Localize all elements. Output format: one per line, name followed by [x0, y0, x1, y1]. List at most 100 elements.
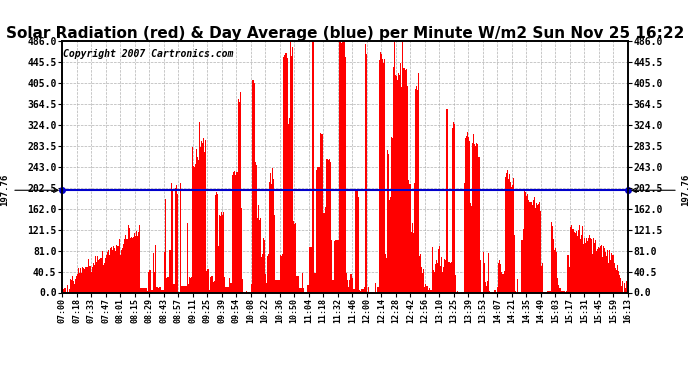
Bar [299, 288, 301, 292]
Bar [528, 200, 529, 292]
Bar [479, 157, 480, 292]
Bar [614, 263, 615, 292]
Bar [325, 207, 326, 292]
Bar [375, 283, 376, 292]
Bar [164, 252, 166, 292]
Bar [365, 44, 366, 292]
Bar [377, 287, 378, 292]
Bar [327, 159, 328, 292]
Bar [439, 246, 440, 292]
Bar [318, 167, 319, 292]
Bar [561, 291, 562, 292]
Bar [354, 289, 355, 292]
Bar [139, 225, 140, 292]
Bar [570, 226, 571, 292]
Bar [135, 236, 136, 292]
Bar [494, 290, 495, 292]
Bar [608, 263, 609, 292]
Bar [323, 213, 324, 292]
Bar [554, 250, 555, 292]
Bar [280, 255, 282, 292]
Bar [351, 274, 352, 292]
Bar [201, 143, 203, 292]
Bar [498, 264, 500, 292]
Bar [262, 254, 264, 292]
Bar [86, 267, 87, 292]
Bar [487, 281, 489, 292]
Bar [213, 282, 214, 292]
Bar [339, 41, 340, 292]
Bar [224, 278, 225, 292]
Bar [555, 252, 557, 292]
Bar [417, 73, 419, 292]
Bar [465, 138, 466, 292]
Bar [378, 287, 380, 292]
Bar [469, 141, 470, 292]
Bar [475, 146, 476, 292]
Bar [227, 287, 228, 292]
Bar [267, 256, 268, 292]
Bar [117, 246, 118, 292]
Bar [436, 260, 437, 292]
Bar [200, 147, 201, 292]
Bar [240, 92, 241, 292]
Bar [382, 59, 384, 292]
Bar [329, 159, 330, 292]
Bar [356, 190, 357, 292]
Bar [466, 136, 467, 292]
Bar [446, 109, 447, 292]
Bar [344, 41, 345, 292]
Bar [368, 287, 369, 292]
Bar [478, 157, 479, 292]
Bar [168, 250, 170, 292]
Bar [72, 281, 74, 292]
Bar [483, 252, 484, 292]
Bar [126, 239, 127, 292]
Bar [302, 273, 303, 292]
Bar [595, 240, 596, 292]
Bar [610, 260, 611, 292]
Bar [357, 190, 358, 292]
Bar [434, 272, 435, 292]
Bar [212, 276, 213, 292]
Bar [111, 248, 112, 292]
Bar [243, 291, 244, 292]
Bar [326, 159, 327, 292]
Bar [77, 274, 78, 292]
Bar [507, 170, 509, 292]
Bar [413, 183, 415, 292]
Bar [220, 216, 221, 292]
Bar [522, 229, 524, 292]
Bar [432, 248, 433, 292]
Bar [99, 259, 100, 292]
Bar [215, 195, 216, 292]
Bar [471, 206, 472, 292]
Bar [269, 182, 270, 292]
Bar [346, 273, 347, 292]
Bar [196, 149, 197, 292]
Bar [445, 260, 446, 292]
Bar [94, 264, 95, 292]
Bar [251, 284, 253, 292]
Bar [609, 249, 610, 292]
Bar [255, 162, 256, 292]
Bar [457, 291, 458, 292]
Bar [172, 284, 174, 292]
Bar [452, 128, 453, 292]
Bar [535, 203, 537, 292]
Bar [435, 264, 436, 292]
Bar [266, 284, 267, 292]
Bar [588, 238, 589, 292]
Bar [96, 261, 97, 292]
Bar [105, 258, 106, 292]
Bar [179, 183, 181, 292]
Bar [277, 280, 279, 292]
Bar [97, 256, 98, 292]
Bar [87, 267, 88, 292]
Title: Solar Radiation (red) & Day Average (blue) per Minute W/m2 Sun Nov 25 16:22: Solar Radiation (red) & Day Average (blu… [6, 26, 684, 41]
Bar [601, 244, 602, 292]
Bar [223, 212, 224, 292]
Bar [548, 291, 549, 292]
Bar [101, 258, 102, 292]
Bar [566, 291, 567, 292]
